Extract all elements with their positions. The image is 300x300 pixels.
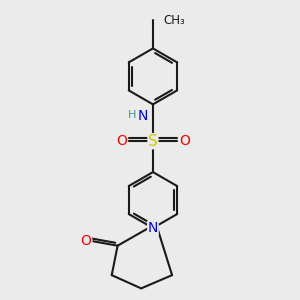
Text: H: H bbox=[128, 110, 136, 120]
Text: N: N bbox=[148, 221, 158, 235]
Text: N: N bbox=[137, 109, 148, 123]
Text: S: S bbox=[148, 134, 158, 149]
Text: O: O bbox=[179, 134, 190, 148]
Text: O: O bbox=[116, 134, 127, 148]
Text: CH₃: CH₃ bbox=[163, 14, 185, 27]
Text: O: O bbox=[81, 234, 92, 248]
